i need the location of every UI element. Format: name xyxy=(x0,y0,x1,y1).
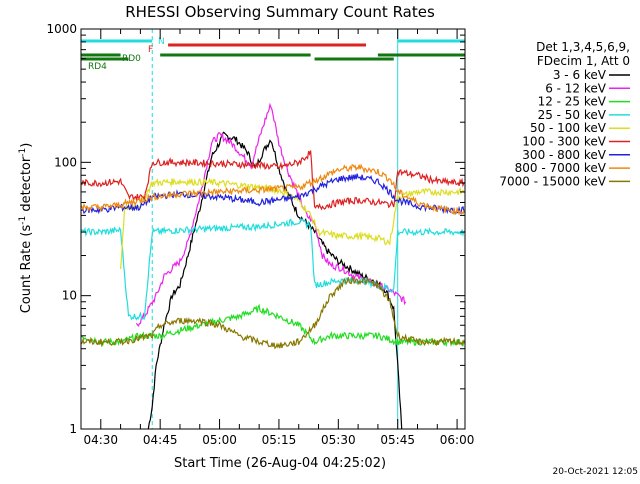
legend: Det 1,3,4,5,6,9, FDecim 1, Att 0 3 - 6 k… xyxy=(499,40,630,188)
legend-label: 300 - 800 keV xyxy=(522,148,606,162)
legend-label: 6 - 12 keV xyxy=(545,81,607,95)
x-tick-label: 05:45 xyxy=(380,433,415,447)
legend-header-line: FDecim 1, Att 0 xyxy=(537,54,630,68)
series-line xyxy=(80,150,466,211)
legend-label: 12 - 25 keV xyxy=(538,95,607,109)
series-line xyxy=(120,177,466,270)
y-tick-label: 100 xyxy=(54,155,77,169)
y-axis-label-part: detector xyxy=(19,156,34,216)
y-axis-label-sup: -1 xyxy=(18,216,28,225)
legend-label: 800 - 7000 keV xyxy=(515,161,607,175)
x-tick-label: 05:00 xyxy=(202,433,237,447)
y-tick-label: 1000 xyxy=(46,22,77,36)
x-axis-label: Start Time (26-Aug-04 04:25:02) xyxy=(174,456,386,471)
x-tick-label: 05:15 xyxy=(262,433,297,447)
y-axis-label-sup: -1 xyxy=(18,148,28,157)
x-axis: 04:30 04:45 05:00 05:15 05:30 05:45 06:00 xyxy=(83,29,474,447)
y-axis-label-part: Count Rate (s xyxy=(19,225,34,314)
x-tick-label: 04:30 xyxy=(83,433,118,447)
x-tick-label: 05:30 xyxy=(321,433,356,447)
flag-label: F xyxy=(148,45,153,55)
series-line xyxy=(80,276,466,350)
plot-area: NF RD0 RD4 xyxy=(80,29,466,430)
series-line xyxy=(135,102,407,327)
legend-label: 25 - 50 keV xyxy=(538,108,607,122)
x-tick-label: 04:45 xyxy=(143,433,178,447)
timestamp-label: 20-Oct-2021 12:05 xyxy=(553,467,638,477)
y-tick-label: 1 xyxy=(69,422,77,436)
legend-header-line: Det 1,3,4,5,6,9, xyxy=(536,40,630,54)
y-axis-label-part: ) xyxy=(19,143,34,148)
legend-label: 7000 - 15000 keV xyxy=(499,174,606,188)
flag-label: N xyxy=(158,37,165,47)
y-axis: 1 10 100 1000 xyxy=(46,22,465,436)
series-line xyxy=(147,131,403,430)
plot-frame xyxy=(80,28,466,430)
x-tick-label: 06:00 xyxy=(440,433,475,447)
y-axis-label: Count Rate (s-1 detector-1) xyxy=(18,143,34,314)
series-line xyxy=(80,303,466,348)
series-line xyxy=(80,218,466,321)
legend-label: 50 - 100 keV xyxy=(530,121,607,135)
series-line xyxy=(80,163,466,216)
y-tick-label: 10 xyxy=(62,289,77,303)
legend-label: 100 - 300 keV xyxy=(522,135,606,149)
flag-label: RD4 xyxy=(88,62,107,72)
flag-label: RD0 xyxy=(122,54,141,64)
chart-title: RHESSI Observing Summary Count Rates xyxy=(125,3,435,21)
legend-label: 3 - 6 keV xyxy=(553,68,607,82)
